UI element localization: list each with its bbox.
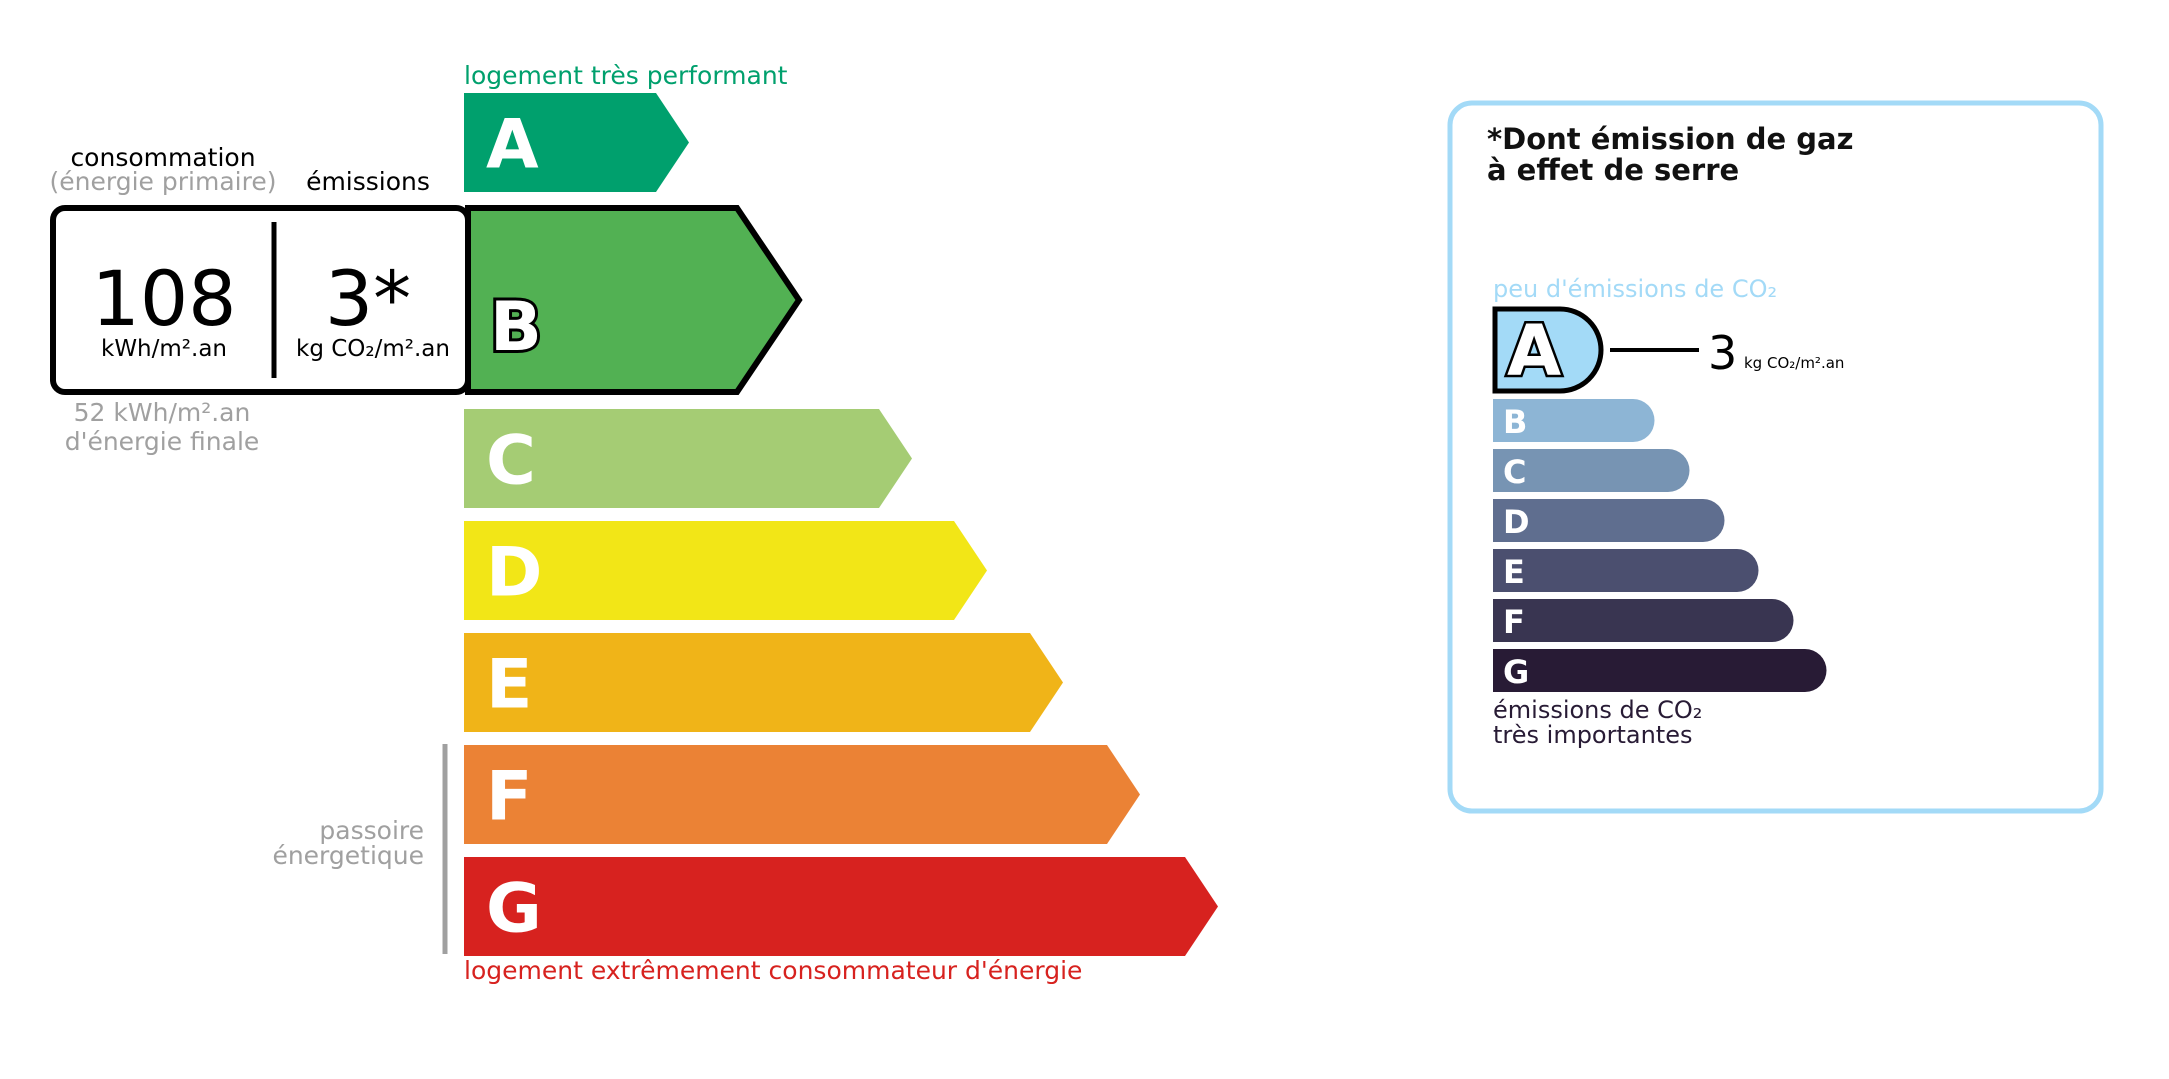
ghg-class-letter: F <box>1503 603 1525 641</box>
emissions-label: émissions <box>306 167 430 196</box>
energy-class-letter: F <box>486 758 532 837</box>
energy-class-e-bar <box>464 633 1063 732</box>
ghg-class-c-bar <box>1493 449 1690 492</box>
ghg-class-letter: B <box>1503 403 1527 441</box>
energy-class-letter: D <box>486 534 542 613</box>
consumption-value: 108 <box>91 254 236 343</box>
energy-class-letter: B <box>490 288 542 367</box>
consumption-unit: kWh/m².an <box>101 336 227 362</box>
ghg-class-a-badge <box>1492 306 1604 394</box>
ghg-class-f-bar <box>1493 599 1794 642</box>
ghg-class-letter: D <box>1503 503 1530 541</box>
ghg-title-2: à effet de serre <box>1487 153 1739 187</box>
energy-class-letter: C <box>486 422 536 501</box>
ghg-bottom-label-1: émissions de CO₂ <box>1493 696 1702 724</box>
energy-class-letter: G <box>486 870 542 949</box>
ghg-class-letter: G <box>1503 653 1529 691</box>
ghg-top-label: peu d'émissions de CO₂ <box>1493 275 1777 303</box>
ghg-class-letter: E <box>1503 553 1525 591</box>
ghg-unit: kg CO₂/m².an <box>1744 354 1844 372</box>
ghg-class-g-bar <box>1493 649 1827 692</box>
final-energy-label: d'énergie finale <box>65 427 260 456</box>
emissions-value: 3* <box>325 254 411 343</box>
energy-class-g-bar <box>464 857 1218 956</box>
energy-class-c-bar <box>464 409 912 508</box>
emissions-unit: kg CO₂/m².an <box>296 336 450 362</box>
consumption-sublabel: (énergie primaire) <box>50 167 277 196</box>
consumption-label: consommation <box>70 143 255 172</box>
energy-class-f-bar <box>464 745 1140 844</box>
final-energy-value: 52 kWh/m².an <box>74 398 251 427</box>
ghg-bottom-label-2: très importantes <box>1493 721 1693 749</box>
ghg-class-letter: A <box>1507 310 1561 392</box>
energy-class-d-bar <box>464 521 987 620</box>
ghg-class-d-bar <box>1493 499 1725 542</box>
energy-class-letter: A <box>486 106 539 185</box>
passoire-label-1: passoire <box>319 816 424 845</box>
ghg-value: 3 <box>1708 326 1737 380</box>
bottom-label: logement extrêmement consommateur d'éner… <box>464 956 1082 985</box>
passoire-label-2: énergetique <box>272 841 424 870</box>
ghg-class-e-bar <box>1493 549 1759 592</box>
ghg-class-letter: C <box>1503 453 1526 491</box>
top-label: logement très performant <box>464 61 788 90</box>
energy-class-letter: E <box>486 646 532 725</box>
ghg-title-1: *Dont émission de gaz <box>1487 122 1853 156</box>
energy-class-a-bar <box>464 93 689 192</box>
ghg-class-b-bar <box>1493 399 1655 442</box>
value-box <box>50 205 471 395</box>
